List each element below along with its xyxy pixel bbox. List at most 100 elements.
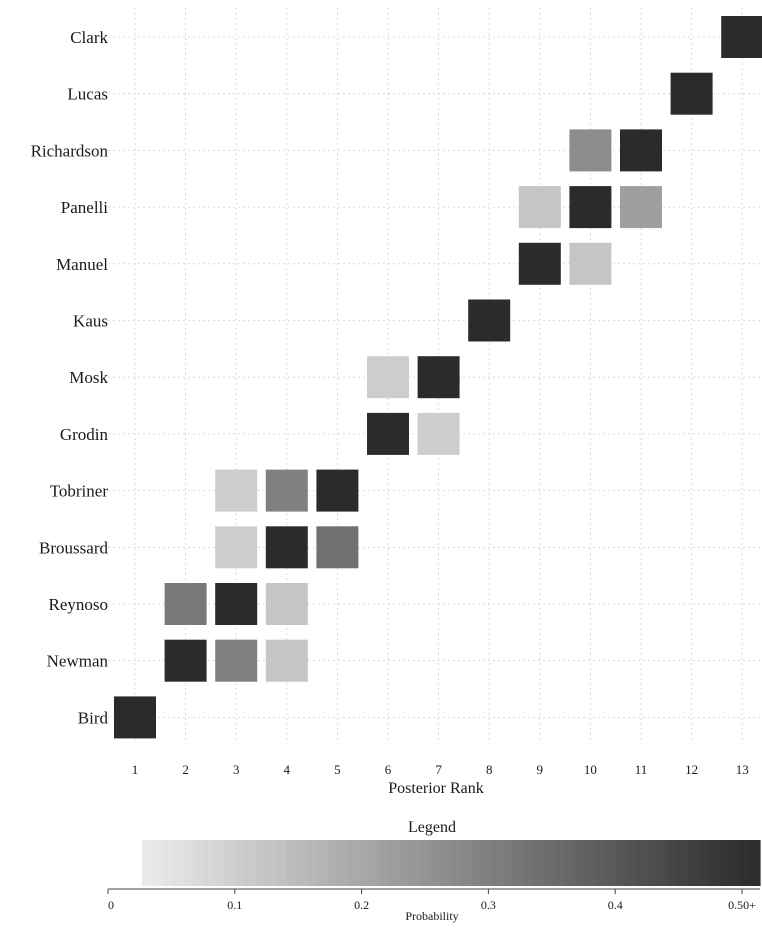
x-tick-label: 13 [736, 762, 749, 777]
row-labels: Clark Lucas Richardson Panelli Manuel Kaus Mos… [31, 28, 109, 727]
x-tick-labels: 1 2 3 4 5 6 7 8 9 10 11 12 13 [132, 762, 749, 777]
legend-swatch [378, 840, 390, 886]
legend-swatch [481, 840, 493, 886]
legend-swatch [718, 840, 730, 886]
legend-swatch [214, 840, 225, 886]
legend-axis: 0 0.1 0.2 0.3 0.4 0.50+ [107, 888, 760, 912]
legend-swatch [348, 840, 359, 886]
row-label: Bird [78, 708, 109, 727]
legend-swatch [605, 840, 617, 886]
legend-swatch [317, 840, 328, 886]
row-label: Newman [47, 652, 109, 671]
legend-swatch [183, 840, 195, 886]
legend-swatch [584, 840, 596, 886]
x-tick-label: 2 [182, 762, 189, 777]
heatmap-cell [620, 129, 662, 172]
legend-swatch [708, 840, 720, 886]
legend-swatch [502, 840, 514, 886]
legend-swatch [162, 840, 174, 886]
row-label: Tobriner [50, 482, 109, 501]
legend-swatch [399, 840, 411, 886]
heatmap-cell [518, 242, 561, 285]
row-label: Panelli [61, 198, 108, 217]
heatmap-cell [569, 242, 612, 285]
row-label: Reynoso [49, 595, 109, 614]
heatmap-cell [265, 583, 308, 625]
legend-swatch [533, 840, 545, 886]
legend-swatch [615, 840, 627, 886]
legend-color-bar [142, 840, 761, 886]
legend-swatch [296, 840, 308, 886]
x-tick-label: 8 [486, 762, 493, 777]
legend-swatch [337, 840, 349, 886]
legend-swatch [687, 840, 699, 886]
legend-swatch [677, 840, 689, 886]
legend-swatch [275, 840, 287, 886]
x-tick-label: 1 [132, 762, 139, 777]
legend-swatch [554, 840, 565, 886]
legend-swatch [430, 840, 442, 886]
legend-swatch [389, 840, 401, 886]
legend-swatch [512, 840, 524, 886]
row-label: Kaus [73, 312, 108, 331]
heatmap-cell [164, 639, 207, 682]
heatmap-cell [367, 356, 409, 399]
heatmap-cell [721, 16, 762, 58]
legend-swatch [306, 840, 318, 886]
heatmap-cell [468, 299, 511, 342]
x-tick-label: 4 [284, 762, 291, 777]
x-tick-label: 6 [385, 762, 392, 777]
legend-swatch [224, 840, 236, 886]
heatmap-cell [417, 356, 460, 399]
legend: Legend 0 0.1 0.2 0.3 0.4 0.50+ Probability [107, 819, 761, 923]
heatmap-cell [417, 412, 460, 455]
legend-swatch [265, 840, 277, 886]
legend-swatch [420, 840, 431, 886]
heatmap-cell [316, 469, 359, 512]
legend-swatch [543, 840, 555, 886]
legend-swatch [255, 840, 267, 886]
heatmap-cell [215, 639, 258, 682]
heatmap-cell [215, 469, 258, 512]
legend-swatch [142, 840, 153, 886]
heatmap-cell [265, 469, 308, 512]
legend-tick-label: 0.1 [227, 898, 242, 912]
x-tick-label: 7 [435, 762, 442, 777]
legend-swatch [574, 840, 586, 886]
heatmap-cell [670, 72, 713, 115]
heatmap-cell [569, 186, 612, 229]
heatmap-cell [367, 412, 409, 455]
x-tick-label: 10 [584, 762, 597, 777]
legend-swatch [626, 840, 637, 886]
heatmap-cell [620, 186, 662, 229]
legend-tick-label: 0 [108, 898, 114, 912]
legend-tick-label: 0.4 [608, 898, 623, 912]
heatmap-cell [569, 129, 612, 172]
legend-swatch [409, 840, 421, 886]
x-tick-label: 5 [334, 762, 341, 777]
row-label: Lucas [67, 85, 108, 104]
legend-axis-label: Probability [405, 909, 458, 923]
row-label: Mosk [69, 368, 108, 387]
legend-swatch [523, 840, 534, 886]
heatmap-cell [114, 696, 156, 739]
row-label: Clark [70, 28, 108, 47]
heatmap-cell [215, 526, 258, 569]
legend-tick-label: 0.3 [481, 898, 496, 912]
heatmap-cell [265, 526, 308, 569]
legend-swatch [440, 840, 452, 886]
heatmap-cell [316, 526, 359, 569]
legend-swatch [646, 840, 658, 886]
heatmap-cells [114, 16, 762, 739]
legend-tick-label: 0.50+ [728, 898, 756, 912]
legend-swatch [203, 840, 215, 886]
legend-swatch [245, 840, 256, 886]
x-tick-label: 12 [685, 762, 698, 777]
legend-swatch [636, 840, 648, 886]
legend-swatch [358, 840, 370, 886]
legend-swatch [729, 840, 740, 886]
legend-swatch [595, 840, 607, 886]
x-tick-label: 3 [233, 762, 240, 777]
legend-swatch [152, 840, 164, 886]
